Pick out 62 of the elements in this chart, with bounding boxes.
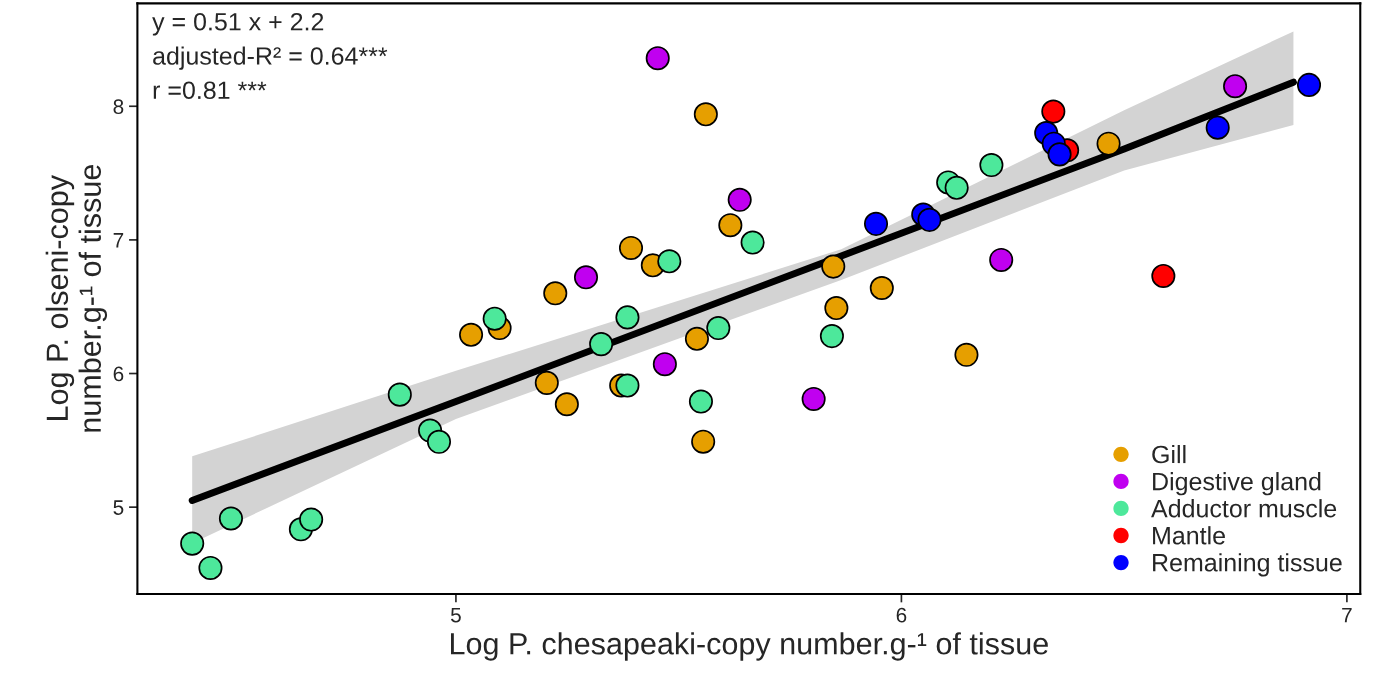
point: [1296, 72, 1322, 97]
legend-label: Adductor muscle: [1151, 499, 1337, 518]
point: [387, 382, 412, 407]
point: [482, 306, 507, 331]
point: [821, 254, 846, 279]
point: [740, 230, 765, 255]
x-tick-label: 7: [1342, 607, 1352, 623]
point: [459, 322, 484, 347]
y-tick-label: 8: [113, 99, 124, 115]
y-tick-label: 7: [113, 233, 124, 248]
x-tick-label: 6: [896, 607, 907, 623]
legend-label: Gill: [1152, 444, 1186, 464]
legend-label: Mantle: [1153, 526, 1225, 545]
point: [652, 352, 677, 377]
point: [688, 389, 713, 414]
point: [706, 316, 731, 341]
x-tick-label: 5: [450, 607, 461, 623]
annotation: r =0.81 ***: [153, 81, 267, 100]
point: [1223, 74, 1248, 99]
point: [1151, 263, 1176, 289]
point: [917, 207, 942, 232]
point: [1096, 131, 1121, 156]
point: [573, 265, 599, 290]
point: [691, 429, 716, 454]
point: [863, 211, 889, 236]
y-tick-label: 5: [113, 500, 124, 515]
y-tick-label: 6: [113, 366, 124, 382]
point: [554, 392, 579, 417]
point: [543, 281, 568, 306]
point: [645, 46, 670, 71]
point: [693, 102, 718, 127]
point: [180, 531, 205, 556]
point: [718, 213, 743, 238]
point: [589, 332, 614, 357]
point: [979, 153, 1004, 178]
point: [615, 373, 640, 398]
point: [989, 247, 1014, 272]
point: [218, 506, 243, 531]
y-axis-title: Log P. olseni-copy number.g-¹ of tissue: [45, 165, 108, 432]
point: [534, 370, 559, 395]
point: [1205, 115, 1230, 140]
legend-label: Remaining tissue: [1153, 553, 1342, 577]
point: [727, 187, 752, 212]
point: [954, 342, 979, 367]
point: [299, 507, 324, 532]
point: [819, 324, 844, 349]
point: [426, 429, 452, 454]
point: [198, 555, 223, 580]
point: [684, 326, 709, 351]
annotation: y = 0.51 x + 2.2: [152, 12, 324, 36]
point: [824, 296, 849, 321]
x-axis-title: Log P. chesapeaki-copy number.g-¹ of tissue: [451, 632, 1048, 661]
point: [869, 275, 894, 301]
legend-label: Digestive gland: [1153, 472, 1321, 496]
annotation: adjusted-R² = 0.64***: [153, 46, 388, 70]
point: [944, 175, 969, 200]
point: [801, 386, 826, 411]
point: [657, 249, 682, 274]
point: [615, 305, 640, 330]
point: [1041, 99, 1066, 124]
point: [618, 235, 644, 260]
point: [1047, 142, 1072, 167]
